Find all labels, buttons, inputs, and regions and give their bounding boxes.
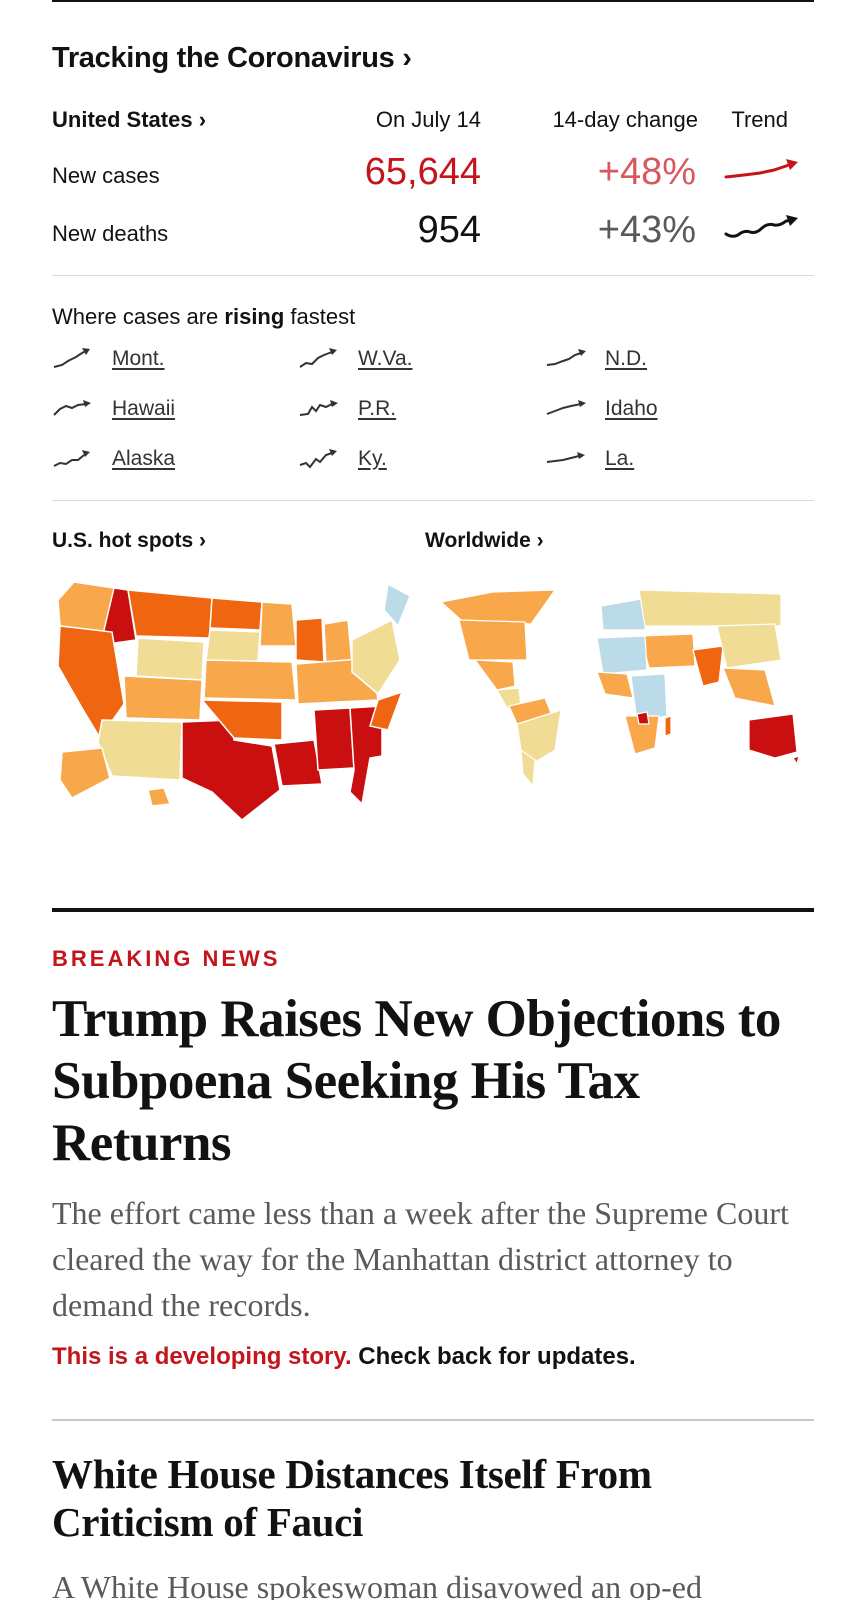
divider-2	[52, 500, 814, 501]
tracker-title-link[interactable]: Tracking the Coronavirus ›	[52, 42, 412, 74]
state-link[interactable]: La.	[605, 447, 635, 470]
story-divider	[52, 1419, 814, 1421]
state-link[interactable]: Ky.	[358, 447, 387, 470]
sparkline-icon	[53, 450, 90, 467]
us-map-alaska	[59, 747, 111, 799]
change-header: 14-day change	[552, 107, 698, 132]
world-map-russia	[638, 590, 782, 627]
world-map-australia	[748, 713, 798, 759]
country-link[interactable]: United States ›	[52, 107, 207, 132]
world-map-south-africa-hotspot	[636, 711, 650, 725]
sparkline-icon	[53, 348, 90, 368]
us-map-hawaii	[147, 787, 172, 807]
new-deaths-label: New deaths	[52, 221, 169, 246]
state-link[interactable]: Mont.	[112, 347, 165, 370]
new-cases-change: +48%	[597, 151, 696, 193]
us-map-wisconsin	[295, 617, 325, 663]
top-rule	[52, 0, 814, 2]
state-link[interactable]: P.R.	[358, 397, 397, 420]
us-map-oklahoma	[200, 699, 283, 741]
breaking-news-rule	[52, 908, 814, 912]
rising-heading-suffix: fastest	[284, 304, 356, 329]
new-deaths-trend-arrowhead	[786, 215, 798, 226]
sparkline-icon	[299, 449, 337, 469]
state-link[interactable]: Alaska	[112, 447, 176, 470]
world-map-new-zealand	[792, 755, 800, 766]
breaking-headline-link[interactable]: Trump Raises New Objections to Subpoena …	[52, 990, 781, 1172]
new-deaths-trend-line	[724, 218, 794, 238]
world-map-east-africa	[630, 673, 668, 723]
us-map-mississippi-alabama	[313, 707, 355, 771]
us-map-minnesota	[259, 601, 297, 647]
world-map-southeast-asia	[722, 667, 776, 707]
us-map-south-dakota	[205, 629, 261, 663]
date-header: On July 14	[375, 107, 481, 132]
us-map-idaho	[103, 587, 137, 645]
sparkline-icon	[299, 348, 337, 368]
us-map-montana	[127, 589, 213, 639]
state-link[interactable]: W.Va.	[358, 347, 413, 370]
developing-story-red: This is a developing story.	[52, 1343, 352, 1370]
world-hotspots-map[interactable]	[435, 590, 814, 790]
us-map-north-dakota	[209, 597, 263, 631]
new-cases-trend-line	[724, 161, 796, 179]
world-map-mexico	[473, 659, 516, 691]
world-map-europe	[600, 597, 648, 631]
sparkline-icon	[546, 400, 586, 415]
world-map-madagascar	[664, 715, 672, 737]
story-2-headline-link[interactable]: White House Distances Itself From Critic…	[52, 1451, 652, 1545]
world-map-usa	[458, 619, 528, 661]
rising-heading-bold: rising	[224, 304, 285, 329]
developing-story-note: This is a developing story. Check back f…	[52, 1343, 636, 1371]
new-deaths-value: 954	[417, 209, 481, 251]
world-map-middle-east	[640, 633, 696, 669]
us-map-utah-colorado	[123, 675, 203, 721]
world-map-west-africa	[596, 671, 634, 699]
new-cases-trend-sparkline	[724, 159, 798, 179]
us-map-arizona-nm	[97, 719, 183, 781]
trend-header: Trend	[731, 107, 788, 132]
us-map-carolinas	[369, 690, 404, 731]
world-map-canada-greenland	[439, 590, 556, 625]
developing-story-rest: Check back for updates.	[351, 1343, 636, 1370]
world-map-east-asia	[716, 623, 782, 669]
sparkline-icon	[546, 452, 585, 463]
divider-1	[52, 275, 814, 276]
us-hotspots-map[interactable]	[52, 580, 422, 820]
worldwide-link[interactable]: Worldwide ›	[425, 529, 544, 552]
sparkline-icon	[53, 400, 91, 416]
rising-heading-prefix: Where cases are	[52, 304, 225, 329]
us-map-plains	[203, 659, 297, 701]
us-map-maine	[383, 582, 411, 628]
us-map-louisiana	[273, 739, 323, 787]
world-map-north-africa	[596, 635, 648, 675]
new-cases-label: New cases	[52, 163, 160, 188]
new-deaths-trend-sparkline	[724, 215, 798, 238]
world-map-india	[692, 645, 724, 687]
breaking-summary: The effort came less than a week after t…	[52, 1195, 789, 1323]
sparkline-icon	[299, 400, 338, 416]
world-map-south-america-south	[520, 748, 536, 788]
state-link[interactable]: Idaho	[605, 397, 658, 420]
us-map-michigan	[323, 619, 353, 667]
breaking-news-kicker: BREAKING NEWS	[52, 946, 281, 971]
world-map-brazil	[516, 709, 562, 767]
new-cases-value: 65,644	[364, 151, 481, 193]
us-hotspots-link[interactable]: U.S. hot spots ›	[52, 529, 206, 552]
sparkline-icon	[546, 349, 586, 366]
story-2-summary: A White House spokeswoman disavowed an o…	[52, 1569, 702, 1600]
new-cases-trend-arrowhead	[786, 159, 798, 170]
rising-heading: Where cases are rising fastest	[52, 304, 355, 330]
us-map-wyoming	[135, 637, 205, 681]
state-link[interactable]: N.D.	[605, 347, 647, 370]
new-deaths-change: +43%	[597, 209, 696, 251]
us-map-northeast	[351, 618, 401, 696]
state-link[interactable]: Hawaii	[112, 397, 176, 420]
